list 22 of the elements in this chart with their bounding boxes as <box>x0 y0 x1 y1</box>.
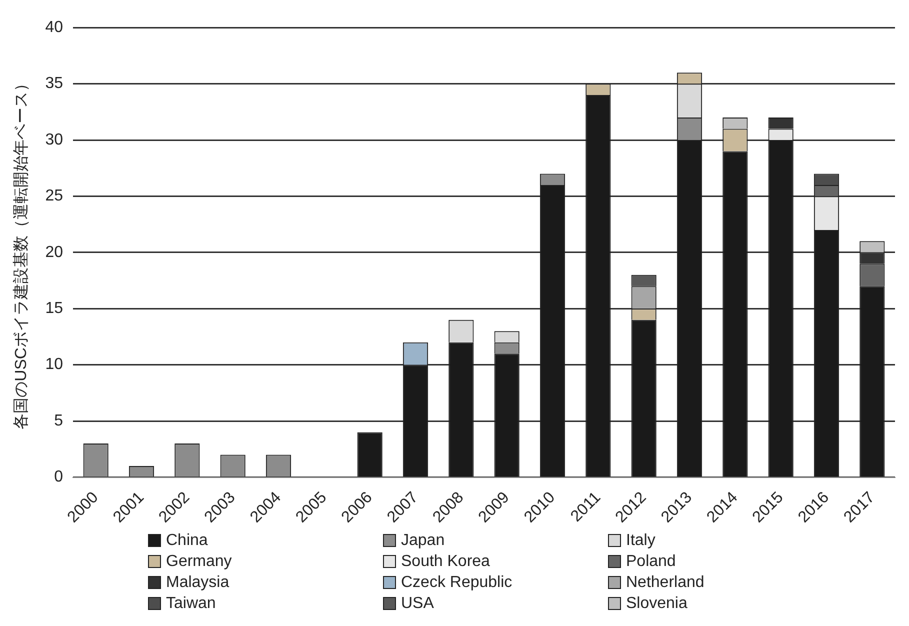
legend-label: Germany <box>166 552 232 572</box>
y-tick-label: 20 <box>45 244 64 261</box>
y-tick-label: 35 <box>45 75 64 92</box>
legend-label: South Korea <box>401 552 490 572</box>
y-tick-label: 10 <box>45 356 64 374</box>
y-tick-label: 25 <box>45 188 64 205</box>
y-tick-label: 30 <box>45 131 64 148</box>
legend-label: Taiwan <box>166 594 216 614</box>
legend-label: Czeck Republic <box>401 573 512 593</box>
y-tick-label: 40 <box>45 19 64 36</box>
legend-label: Netherland <box>626 573 704 593</box>
legend-label: Japan <box>401 531 445 551</box>
legend-label: Italy <box>626 531 656 551</box>
legend-label: USA <box>401 594 434 614</box>
legend-label: Slovenia <box>626 594 688 614</box>
legend-label: Malaysia <box>166 573 230 593</box>
legend-label: Poland <box>626 552 676 572</box>
y-axis-title: 各国のUSCボイラ建設基数（運転開始年ベース） <box>12 76 30 430</box>
y-tick-label: 15 <box>45 300 64 318</box>
y-tick-label: 0 <box>54 468 64 486</box>
y-tick-label: 5 <box>54 412 64 430</box>
legend-label: China <box>166 531 208 551</box>
